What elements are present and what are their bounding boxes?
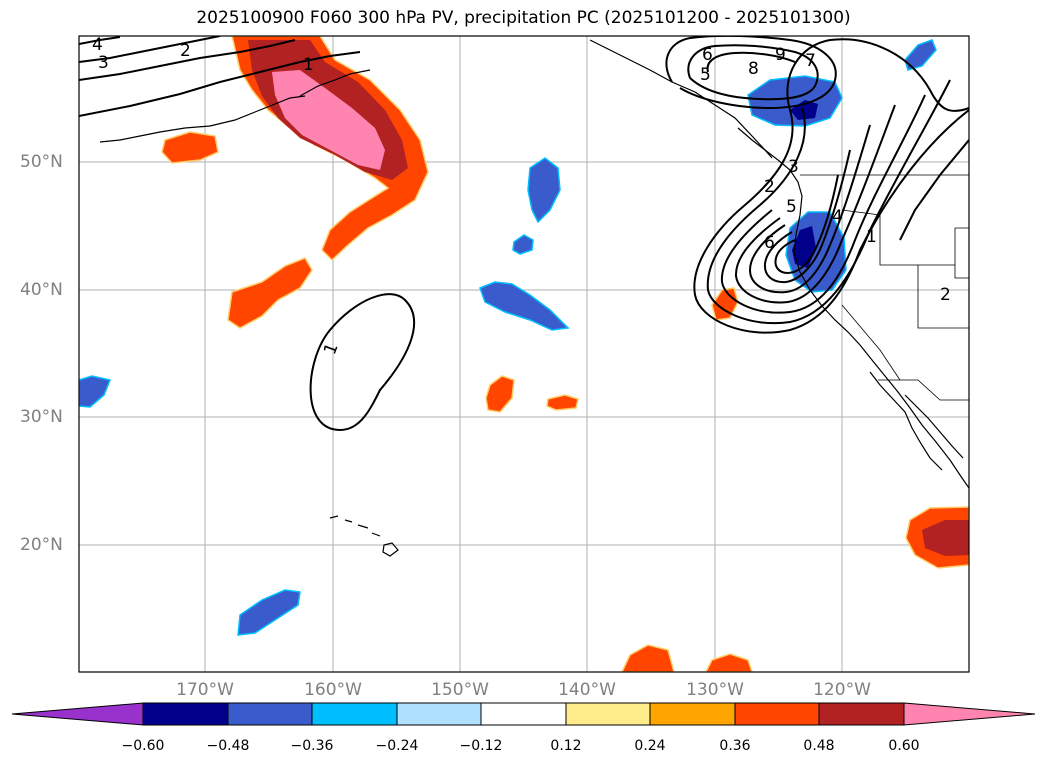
precip-patch: [227, 257, 313, 329]
precip-patch-subtropical-core: [922, 520, 969, 556]
colorbar-segment: [565, 702, 651, 726]
pv-ridge-north: [665, 36, 837, 110]
contour-label: 1: [320, 341, 342, 358]
contour-label: 1: [866, 227, 877, 247]
colorbar-segment: [818, 702, 905, 726]
colorbar-tick-label: −0.36: [290, 738, 334, 754]
dry-core-bc: [790, 100, 818, 120]
contour-label: 8: [748, 59, 759, 79]
colorbar-tick-label: −0.12: [459, 738, 503, 754]
contour-labels: 4 3 2 1 1 6 8 9 7 5 3 2 5 4 6 1 2: [92, 35, 951, 358]
pv-contour-2: [79, 39, 296, 81]
baja-california: [869, 371, 943, 471]
gridlines: [79, 36, 969, 672]
aleutian-islands: [99, 95, 306, 143]
colorbar-tick-label: 0.36: [719, 738, 751, 754]
precip-patch: [485, 375, 515, 413]
dry-patch: [79, 375, 112, 408]
colorbar-tick-label: −0.24: [375, 738, 419, 754]
vancouver-island: [737, 127, 773, 159]
gulf-of-california: [904, 394, 964, 459]
contour-label: 9: [775, 45, 786, 65]
precip-patch: [161, 131, 219, 164]
contour-label: 6: [702, 45, 713, 65]
colorbar: [11, 702, 1036, 726]
contour-label: 7: [805, 51, 816, 71]
colorbar-segment: [734, 702, 820, 726]
colorbar-tick-label: −0.48: [206, 738, 250, 754]
coastlines: [99, 39, 969, 557]
colorbar-segment: [649, 702, 736, 726]
pv-contour-1-north: [79, 51, 361, 117]
lon-label-150w: 150°W: [431, 680, 489, 700]
dry-patch: [479, 281, 570, 331]
lat-label-20n: 20°N: [20, 535, 63, 555]
lat-label-50n: 50°N: [20, 152, 63, 172]
lon-label-120w: 120°W: [813, 680, 871, 700]
contour-label: 2: [180, 41, 191, 61]
pv-contours: [79, 36, 969, 432]
pv-contour-1-oval: [309, 293, 415, 432]
precip-patch: [705, 653, 753, 672]
contour-label: 3: [98, 53, 109, 73]
pv-contour-3: [79, 36, 221, 63]
precip-patch: [621, 644, 675, 672]
dry-patch: [512, 234, 534, 255]
lon-label-140w: 140°W: [558, 680, 616, 700]
colorbar-segment: [311, 702, 398, 726]
precip-positive-areas: [161, 36, 969, 672]
lon-label-170w: 170°W: [176, 680, 234, 700]
contour-label: 6: [764, 233, 775, 253]
lat-label-40n: 40°N: [20, 280, 63, 300]
contour-label: 1: [303, 55, 314, 75]
lat-label-30n: 30°N: [20, 407, 63, 427]
contour-label: 3: [788, 157, 799, 177]
dry-patch-bc: [747, 75, 843, 127]
colorbar-segment: [396, 702, 482, 726]
colorbar-tick-label: 0.24: [634, 738, 666, 754]
colorbar-extend-high: [903, 702, 1036, 726]
contour-label: 5: [700, 65, 711, 85]
colorbar-extend-low: [11, 702, 144, 726]
contour-label: 4: [832, 207, 843, 227]
colorbar-segment: [227, 702, 313, 726]
dry-patch: [527, 157, 561, 224]
north-america-west-coast: [777, 159, 969, 489]
hawaiian-islands: [329, 515, 399, 557]
lon-label-160w: 160°W: [304, 680, 362, 700]
colorbar-segment: [480, 702, 567, 726]
dry-patch: [904, 39, 937, 71]
colorbar-tick-label: −0.60: [121, 738, 165, 754]
precip-plume-max: [272, 70, 385, 170]
colorbar-tick-label: 0.48: [803, 738, 835, 754]
colorbar-segment: [142, 702, 229, 726]
dry-patch: [237, 589, 301, 636]
precip-patch: [546, 394, 579, 411]
colorbar-tick-label: 0.60: [888, 738, 920, 754]
colorbar-tick-label: 0.12: [550, 738, 582, 754]
precip-negative-areas: [79, 39, 937, 636]
pv-contour-4: [79, 36, 121, 45]
lon-label-130w: 130°W: [686, 680, 744, 700]
plot-frame: [78, 35, 970, 673]
map-title: 2025100900 F060 300 hPa PV, precipitatio…: [196, 8, 851, 28]
contour-label: 4: [92, 35, 103, 55]
alaska-peninsula: [299, 69, 371, 97]
contour-label: 2: [764, 177, 775, 197]
alaska-coast: [589, 39, 779, 161]
contour-label: 5: [786, 197, 797, 217]
contour-label: 2: [940, 285, 951, 305]
